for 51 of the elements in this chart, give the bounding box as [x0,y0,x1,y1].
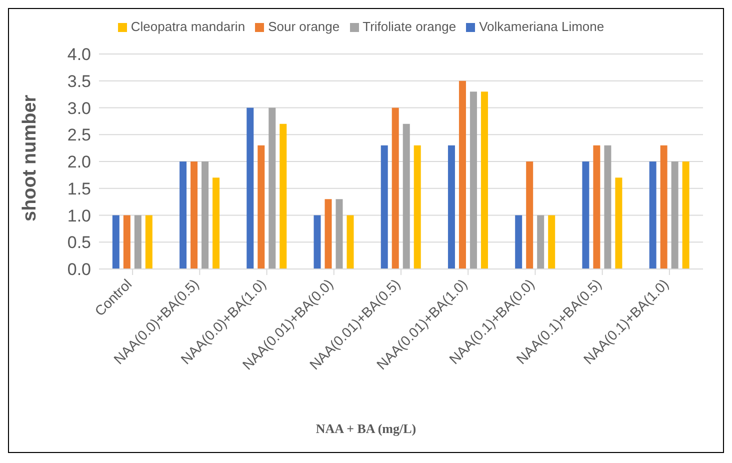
bar [268,108,276,269]
bar [660,145,668,269]
bar [190,162,198,269]
bar [392,108,399,269]
bar [134,215,142,269]
legend-label: Sour orange [268,19,340,34]
y-axis-title: shoot number [20,94,41,222]
bar [336,199,343,269]
bar [604,145,612,269]
bar [480,92,488,269]
bar [202,162,209,269]
bar [123,215,130,269]
legend-label: Volkameriana Limone [479,19,604,34]
y-tick-label: 3.0 [67,98,91,118]
bar [593,145,600,269]
bar [258,145,265,269]
y-tick-label: 2.0 [67,152,91,172]
bar [515,215,522,269]
bar [314,215,321,269]
bar [414,145,421,269]
bar [180,162,187,269]
bar [145,215,152,269]
bar [246,108,254,269]
bar [346,215,354,269]
bar [537,215,544,269]
y-tick-label: 0.5 [67,233,91,252]
bar [380,145,388,269]
y-tick-label: 2.5 [67,126,91,145]
bar [582,162,590,269]
bar [615,178,622,269]
y-tick-label: 1.0 [67,206,91,226]
y-tick-label: 0.0 [67,260,91,280]
bar [526,162,534,269]
legend-label: Cleopatra mandarin [130,19,246,34]
bar [671,162,678,269]
bar [280,124,287,269]
bar [682,162,690,269]
bar [649,162,656,269]
bar [402,124,410,269]
y-tick-label: 1.5 [67,179,91,198]
bar [448,145,455,269]
bar [112,215,120,269]
bar [212,178,220,269]
bar [324,199,332,269]
bar [548,215,556,269]
y-tick-label: 4.0 [67,45,91,64]
legend-label: Trifoliate orange [362,19,456,34]
x-axis-title: NAA + BA (mg/L) [314,421,418,437]
bar [470,92,477,269]
y-tick-label: 3.5 [67,72,91,91]
bar [458,80,466,269]
